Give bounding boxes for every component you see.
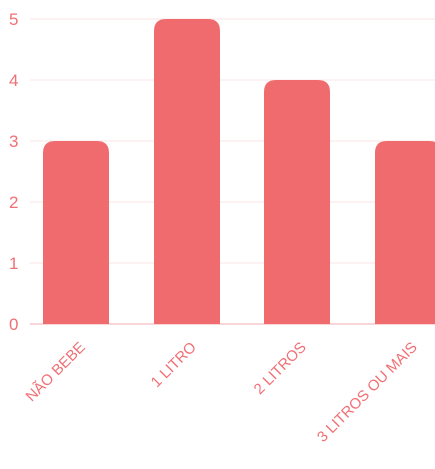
y-tick-label: 4 [9,71,18,90]
x-tick-label: 3 LITROS OU MAIS [314,339,421,446]
x-axis-labels: NÃO BEBE 1 LITRO 2 LITROS 3 LITROS OU MAIS [23,339,421,446]
y-tick-label: 2 [9,193,18,212]
x-tick-label: 1 LITRO [148,339,200,391]
y-tick-label: 3 [9,132,18,151]
x-tick-label: 2 LITROS [251,339,310,398]
bar [43,141,109,324]
y-tick-label: 1 [9,254,18,273]
bars [43,19,435,324]
bar [375,141,435,324]
y-axis-ticks: 0 1 2 3 4 5 [9,10,18,334]
bar [154,19,220,324]
y-tick-label: 0 [9,315,18,334]
bar [264,80,330,324]
x-tick-label: NÃO BEBE [23,339,89,405]
y-tick-label: 5 [9,10,18,29]
